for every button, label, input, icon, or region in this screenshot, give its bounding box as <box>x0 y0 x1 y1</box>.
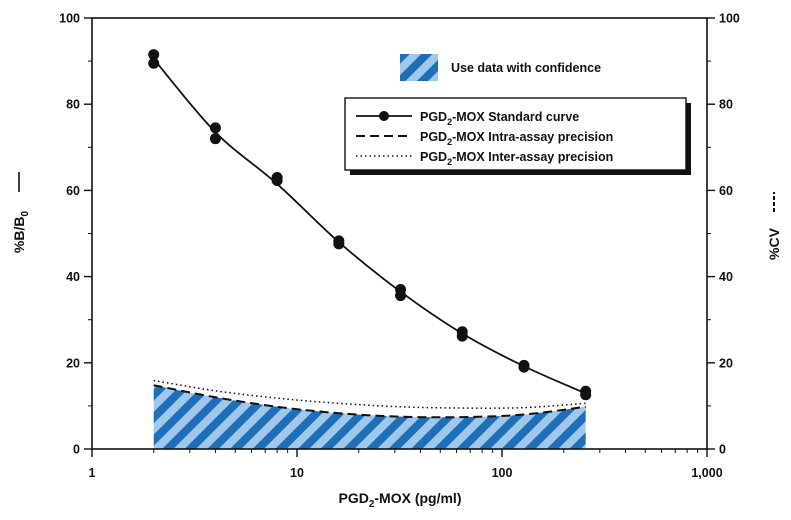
confidence-region <box>153 385 586 449</box>
x-tick-label: 1,000 <box>691 466 722 480</box>
legend-label-inter: PGD2-MOX Inter-assay precision <box>420 150 613 167</box>
y-axis-right-title: %CV <box>766 192 782 260</box>
y-left-tick-label: 20 <box>66 356 80 370</box>
y-left-tick-label: 100 <box>59 12 80 26</box>
series-layer <box>148 49 592 419</box>
y-left-tick-label: 60 <box>66 184 80 198</box>
y-axis-left-title-text: %B/B0 <box>11 211 31 254</box>
data-point-standard-curve <box>148 57 160 69</box>
x-tick-label: 10 <box>290 466 304 480</box>
y-left-tick-label: 0 <box>73 443 80 457</box>
legend-marker-standard <box>379 111 389 121</box>
y-right-tick-label: 40 <box>719 270 733 284</box>
x-tick-label: 1 <box>89 466 96 480</box>
confidence-key: Use data with confidence <box>400 54 601 81</box>
data-point-standard-curve <box>333 238 345 250</box>
y-right-tick-label: 60 <box>719 184 733 198</box>
y-axis-left-ticks: 0 20 40 60 80 100 <box>59 12 92 457</box>
confidence-key-swatch <box>400 54 438 81</box>
y-left-tick-label: 40 <box>66 270 80 284</box>
y-right-tick-label: 0 <box>719 443 726 457</box>
x-tick-label: 100 <box>492 466 513 480</box>
y-right-tick-label: 80 <box>719 98 733 112</box>
series-line-intra-assay <box>153 384 586 419</box>
y-axis-right-title-text: %CV <box>766 227 782 260</box>
x-axis-title: PGD2-MOX (pg/ml) <box>338 490 461 510</box>
data-point-standard-curve <box>209 133 221 145</box>
legend-box <box>344 97 687 171</box>
y-left-tick-label: 80 <box>66 98 80 112</box>
confidence-key-label: Use data with confidence <box>451 61 601 75</box>
legend: PGD2-MOX Standard curve PGD2-MOX Intra-a… <box>344 97 691 175</box>
y-axis-right-ticks: 0 20 40 60 80 100 <box>707 12 740 457</box>
plot-frame <box>91 17 708 450</box>
legend-label-standard: PGD2-MOX Standard curve <box>420 110 579 127</box>
x-axis-ticks: 1 10 100 1,000 <box>89 449 723 480</box>
data-point-standard-curve <box>456 330 468 342</box>
y-axis-left-title: %B/B0 <box>11 172 31 253</box>
y-right-tick-label: 100 <box>719 12 740 26</box>
legend-label-intra: PGD2-MOX Intra-assay precision <box>420 130 613 147</box>
series-line-inter-assay <box>153 379 586 409</box>
y-right-tick-label: 20 <box>719 356 733 370</box>
data-point-standard-curve <box>148 49 160 61</box>
data-point-standard-curve <box>271 174 283 186</box>
data-point-standard-curve <box>518 361 530 373</box>
data-point-standard-curve <box>580 389 592 401</box>
data-point-standard-curve <box>209 122 221 134</box>
data-point-standard-curve <box>395 290 407 302</box>
